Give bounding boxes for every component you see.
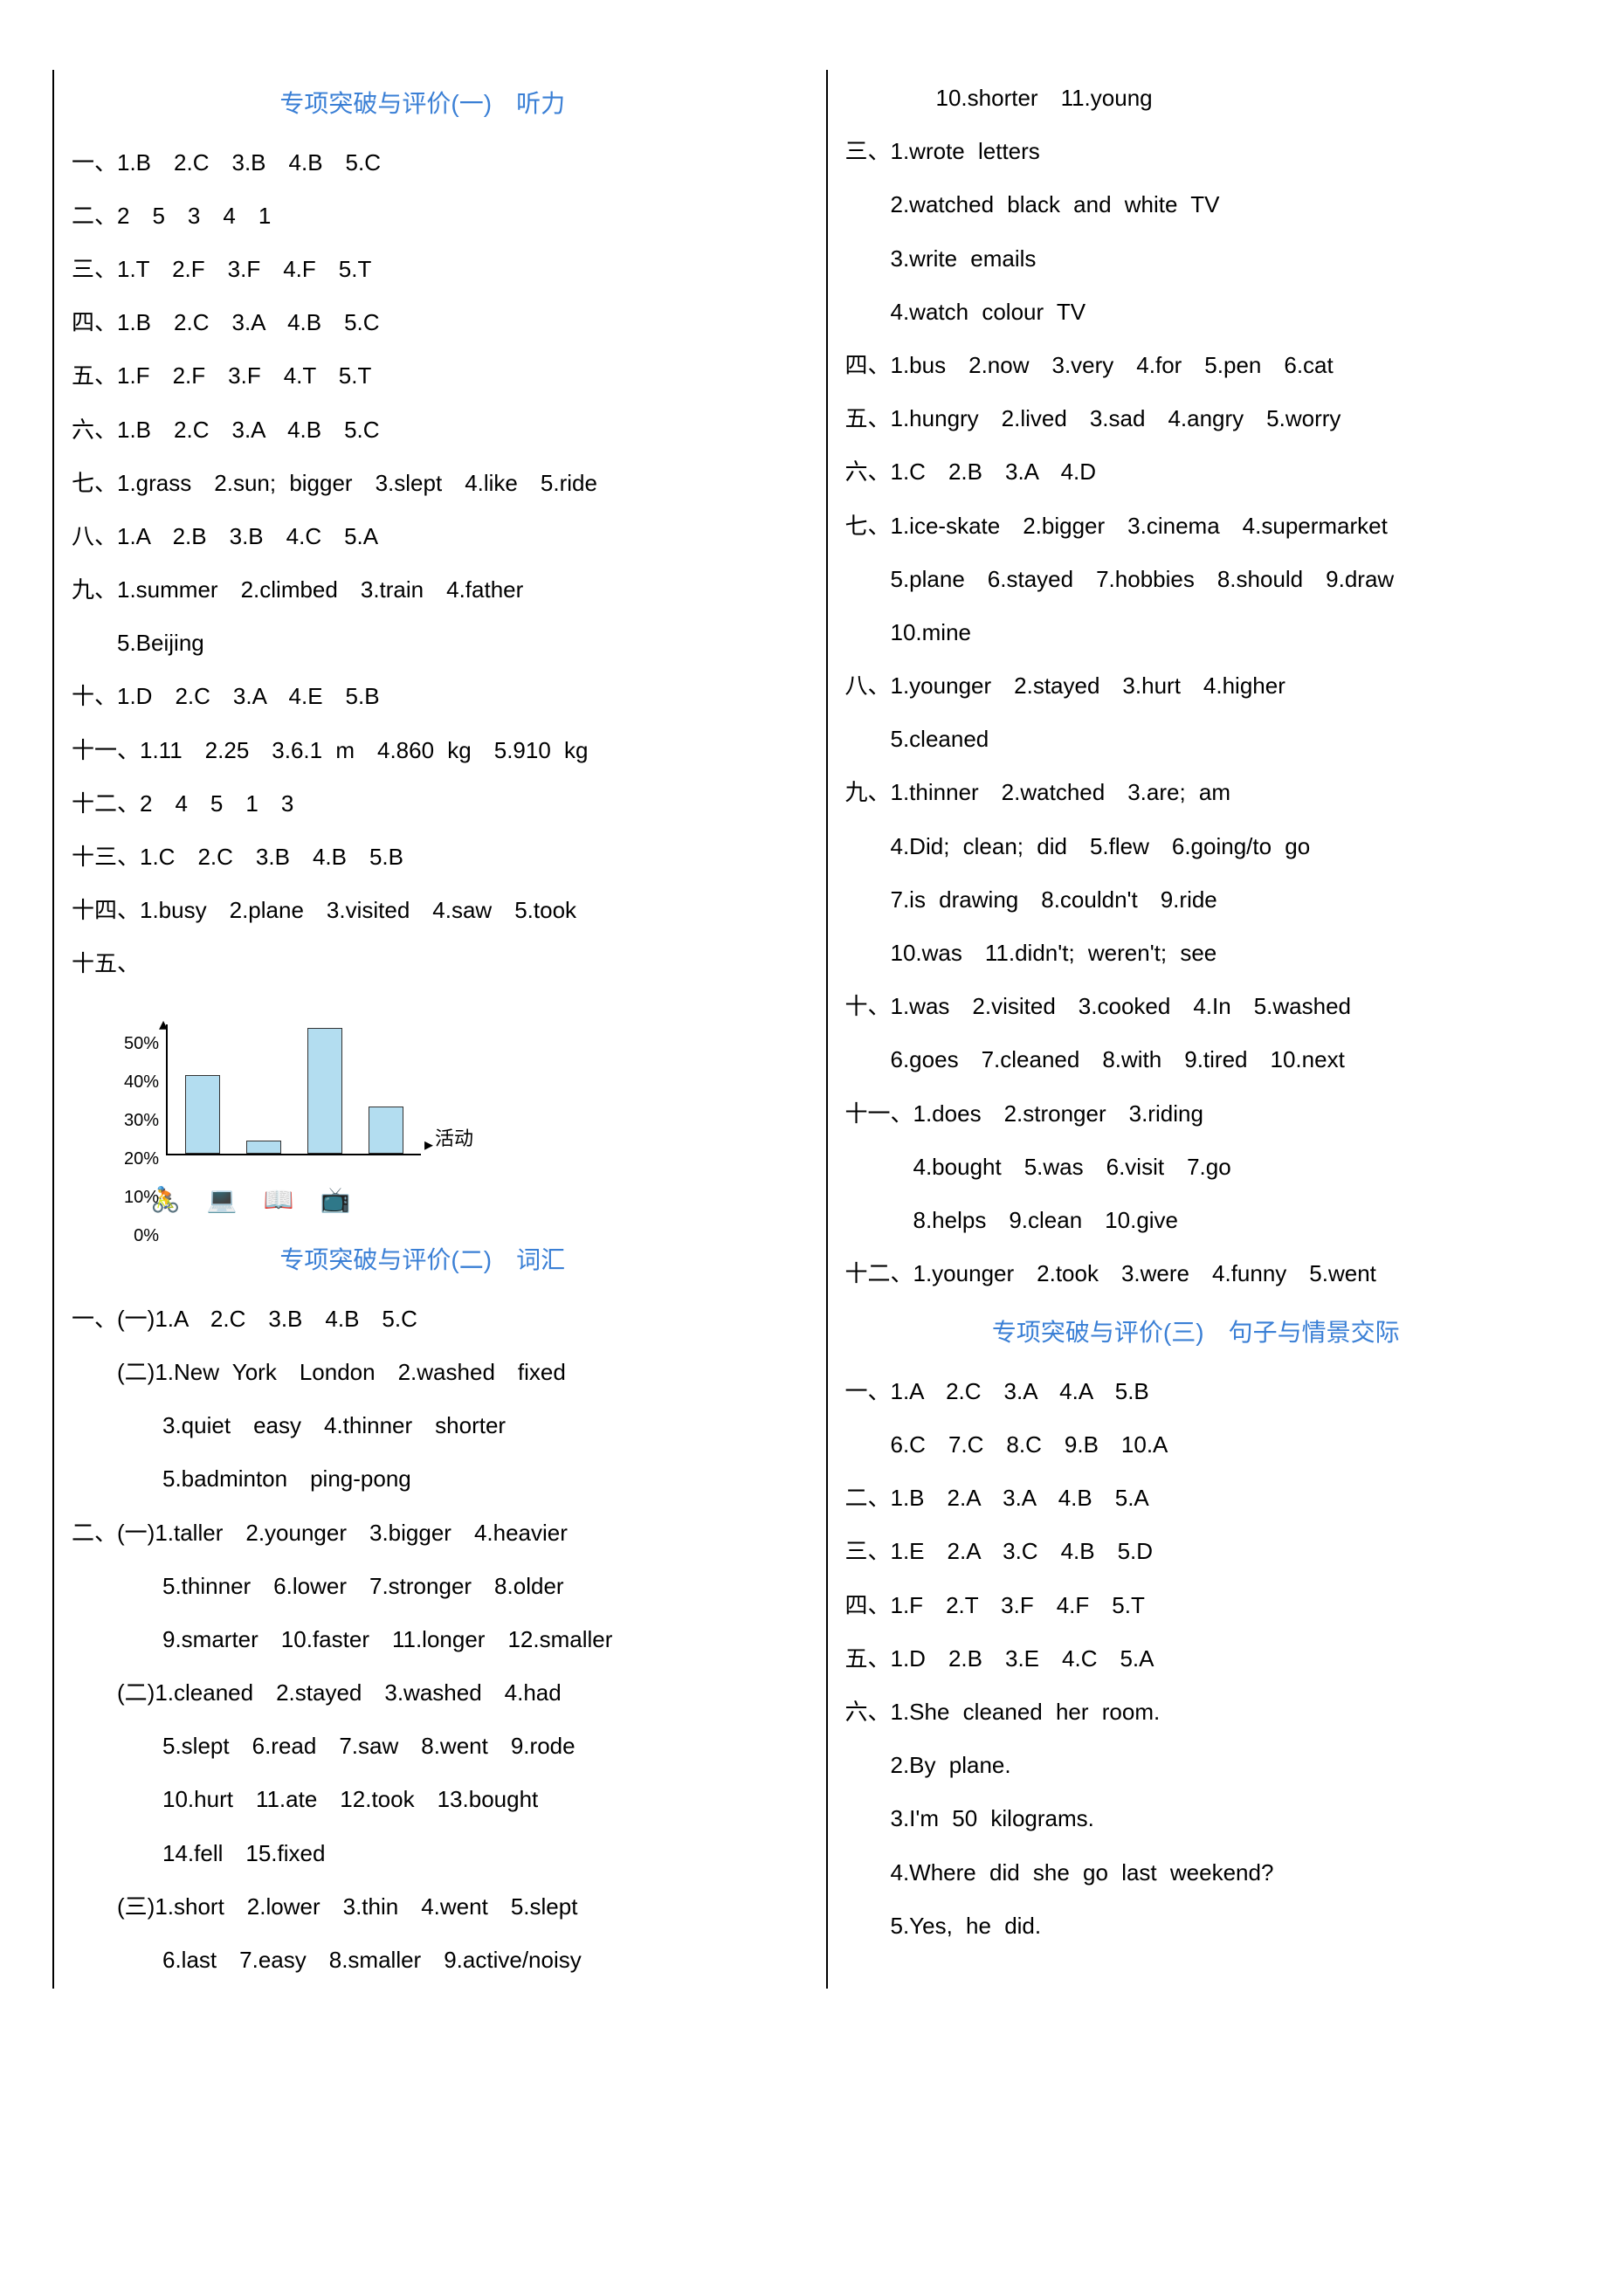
answer-line: 六、1.B 2.C 3.A 4.B 5.C [72,405,774,455]
answer-line: 四、1.F 2.T 3.F 4.F 5.T [845,1581,1547,1631]
y-tick: 20% [124,1140,159,1178]
answer-line: 十、1.was 2.visited 3.cooked 4.In 5.washed [845,982,1547,1031]
answer-line: 3.quiet easy 4.thinner shorter [72,1401,774,1451]
answer-line: 5.cleaned [845,714,1547,764]
answer-line: (三)1.short 2.lower 3.thin 4.went 5.slept [72,1882,774,1932]
answer-line: 4.bought 5.was 6.visit 7.go [845,1142,1547,1192]
y-tick: 0% [124,1217,159,1255]
answer-line: 十四、1.busy 2.plane 3.visited 4.saw 5.took [72,886,774,935]
bar-chart: 50%40%30%20%10%0% 活动 [124,998,491,1155]
chart-bars: 活动 [166,1024,421,1155]
answer-line: 五、1.hungry 2.lived 3.sad 4.angry 5.worry [845,394,1547,444]
section1-title: 专项突破与评价(一) 听力 [72,77,774,131]
right-column: 10.shorter 11.young三、1.wrote letters 2.w… [826,70,1547,1989]
activity-icon: 💻 [207,1173,238,1227]
answer-line: 二、1.B 2.A 3.A 4.B 5.A [845,1473,1547,1523]
answer-line: 六、1.C 2.B 3.A 4.D [845,447,1547,497]
chart-bar [369,1107,403,1154]
y-tick: 30% [124,1101,159,1140]
answer-line: 10.was 11.didn't; weren't; see [845,928,1547,978]
answer-line: 七、1.ice-skate 2.bigger 3.cinema 4.superm… [845,501,1547,551]
answer-line: 6.C 7.C 8.C 9.B 10.A [845,1420,1547,1470]
section2-right-content: 10.shorter 11.young三、1.wrote letters 2.w… [845,73,1547,1299]
answer-line: 6.last 7.easy 8.smaller 9.active/noisy [72,1935,774,1985]
answer-line: 七、1.grass 2.sun; bigger 3.slept 4.like 5… [72,459,774,508]
answer-line: 三、1.E 2.A 3.C 4.B 5.D [845,1527,1547,1576]
answer-line: 一、(一)1.A 2.C 3.B 4.B 5.C [72,1294,774,1344]
answer-line: 五、1.F 2.F 3.F 4.T 5.T [72,351,774,401]
answer-line: 五、1.D 2.B 3.E 4.C 5.A [845,1634,1547,1684]
chart-icons: 🚴💻📖📺 [150,1173,774,1227]
activity-icon: 📖 [264,1173,294,1227]
answer-line: 三、1.T 2.F 3.F 4.F 5.T [72,245,774,294]
answer-line: 九、1.summer 2.climbed 3.train 4.father [72,565,774,615]
answer-line: 三、1.wrote letters [845,127,1547,176]
answer-line: 5.plane 6.stayed 7.hobbies 8.should 9.dr… [845,555,1547,604]
answer-line: 10.hurt 11.ate 12.took 13.bought [72,1775,774,1824]
answer-line: 十三、1.C 2.C 3.B 4.B 5.B [72,832,774,882]
answer-line: 9.smarter 10.faster 11.longer 12.smaller [72,1615,774,1665]
section2-left-content: 一、(一)1.A 2.C 3.B 4.B 5.C (二)1.New York L… [72,1294,774,1985]
section3-title: 专项突破与评价(三) 句子与情景交际 [845,1306,1547,1360]
answer-line: 九、1.thinner 2.watched 3.are; am [845,768,1547,817]
answer-line: 六、1.She cleaned her room. [845,1687,1547,1737]
section1-content: 一、1.B 2.C 3.B 4.B 5.C二、2 5 3 4 1三、1.T 2.… [72,138,774,989]
answer-line: 5.badminton ping-pong [72,1454,774,1504]
answer-line: 八、1.A 2.B 3.B 4.C 5.A [72,512,774,562]
answer-line: 10.shorter 11.young [845,73,1547,123]
chart-bar [307,1028,342,1154]
answer-line: 十一、1.does 2.stronger 3.riding [845,1089,1547,1139]
y-tick: 50% [124,1024,159,1063]
chart-bar [246,1141,281,1154]
answer-line: 4.watch colour TV [845,287,1547,337]
answer-line: 10.mine [845,608,1547,658]
answer-line: 二、2 5 3 4 1 [72,191,774,241]
answer-line: 3.write emails [845,234,1547,284]
answer-line: 8.helps 9.clean 10.give [845,1196,1547,1245]
answer-line: 5.Beijing [72,618,774,668]
answer-line: (二)1.New York London 2.washed fixed [72,1348,774,1397]
answer-line: 5.thinner 6.lower 7.stronger 8.older [72,1562,774,1611]
answer-line: 5.slept 6.read 7.saw 8.went 9.rode [72,1721,774,1771]
answer-line: 十二、2 4 5 1 3 [72,779,774,829]
answer-line: 7.is drawing 8.couldn't 9.ride [845,875,1547,925]
left-column: 专项突破与评价(一) 听力 一、1.B 2.C 3.B 4.B 5.C二、2 5… [52,70,774,1989]
chart-bar [185,1075,220,1154]
answer-line: 2.watched black and white TV [845,180,1547,230]
answer-line: 一、1.A 2.C 3.A 4.A 5.B [845,1367,1547,1417]
answer-line: 3.I'm 50 kilograms. [845,1794,1547,1844]
y-tick: 10% [124,1178,159,1217]
answer-line: 5.Yes, he did. [845,1901,1547,1951]
answer-line: 14.fell 15.fixed [72,1829,774,1879]
answer-line: 4.Did; clean; did 5.flew 6.going/to go [845,822,1547,872]
answer-line: 2.By plane. [845,1741,1547,1790]
activity-icon: 📺 [320,1173,351,1227]
answer-line: 十二、1.younger 2.took 3.were 4.funny 5.wen… [845,1249,1547,1299]
answer-line: 八、1.younger 2.stayed 3.hurt 4.higher [845,661,1547,711]
answer-line: 一、1.B 2.C 3.B 4.B 5.C [72,138,774,188]
y-tick: 40% [124,1063,159,1101]
section2-title: 专项突破与评价(二) 词汇 [72,1233,774,1287]
answer-line: (二)1.cleaned 2.stayed 3.washed 4.had [72,1668,774,1718]
answer-line: 十一、1.11 2.25 3.6.1 m 4.860 kg 5.910 kg [72,726,774,776]
answer-line: 十、1.D 2.C 3.A 4.E 5.B [72,672,774,721]
answer-line: 十五、 [72,939,774,989]
answer-line: 6.goes 7.cleaned 8.with 9.tired 10.next [845,1035,1547,1085]
chart-y-axis: 50%40%30%20%10%0% [124,1024,166,1155]
section3-content: 一、1.A 2.C 3.A 4.A 5.B 6.C 7.C 8.C 9.B 10… [845,1367,1547,1951]
chart-x-label: 活动 [435,1118,473,1160]
page-columns: 专项突破与评价(一) 听力 一、1.B 2.C 3.B 4.B 5.C二、2 5… [52,70,1547,1989]
answer-line: 4.Where did she go last weekend? [845,1848,1547,1898]
answer-line: 二、(一)1.taller 2.younger 3.bigger 4.heavi… [72,1508,774,1558]
answer-line: 四、1.bus 2.now 3.very 4.for 5.pen 6.cat [845,341,1547,390]
answer-line: 四、1.B 2.C 3.A 4.B 5.C [72,298,774,348]
